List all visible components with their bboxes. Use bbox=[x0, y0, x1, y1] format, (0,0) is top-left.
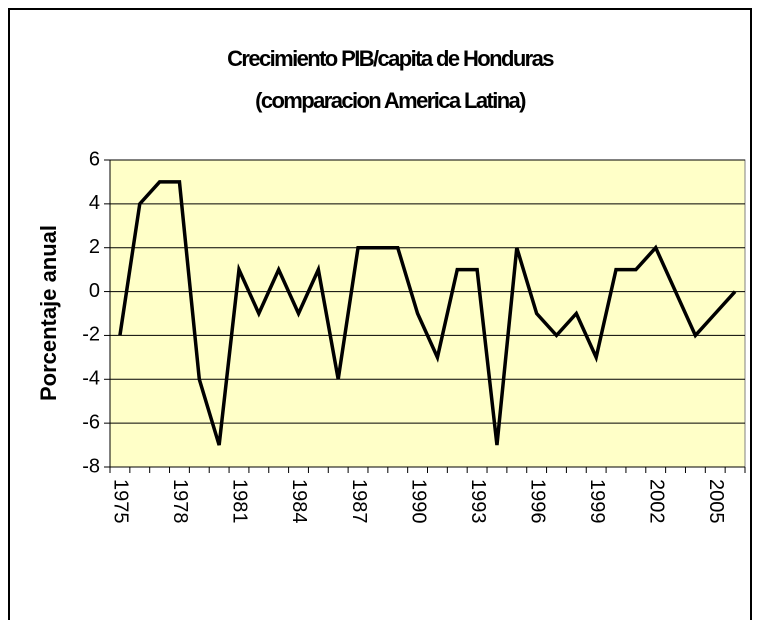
x-tick-label: 1987 bbox=[348, 479, 370, 524]
y-tick-label: -2 bbox=[82, 324, 100, 346]
y-tick-label: -8 bbox=[82, 455, 100, 477]
chart-title: (comparacion America Latina) bbox=[255, 88, 526, 113]
y-tick-label: 0 bbox=[89, 280, 100, 302]
x-tick-label: 1996 bbox=[526, 479, 548, 524]
x-tick-label: 2002 bbox=[645, 479, 667, 524]
x-tick-label: 1990 bbox=[407, 479, 429, 524]
data-line bbox=[118, 180, 737, 446]
chart-title: Crecimiento PIB/capita de Honduras bbox=[227, 46, 554, 71]
x-tick-label: 1984 bbox=[288, 479, 310, 524]
x-tick-label: 1975 bbox=[110, 479, 132, 524]
x-tick-label: 1981 bbox=[229, 479, 251, 524]
y-tick-label: 2 bbox=[89, 236, 100, 258]
x-tick-label: 2005 bbox=[705, 479, 727, 524]
plot-area bbox=[109, 159, 746, 468]
y-tick-label: -6 bbox=[82, 411, 100, 433]
x-tick-label: 1978 bbox=[169, 479, 191, 524]
y-tick-label: 6 bbox=[89, 148, 100, 170]
y-axis-label: Porcentaje anual bbox=[36, 225, 61, 401]
x-tick-label: 1999 bbox=[586, 479, 608, 524]
y-tick-label: 4 bbox=[89, 192, 100, 214]
y-tick-label: -4 bbox=[82, 368, 100, 390]
x-tick-label: 1993 bbox=[467, 479, 489, 524]
